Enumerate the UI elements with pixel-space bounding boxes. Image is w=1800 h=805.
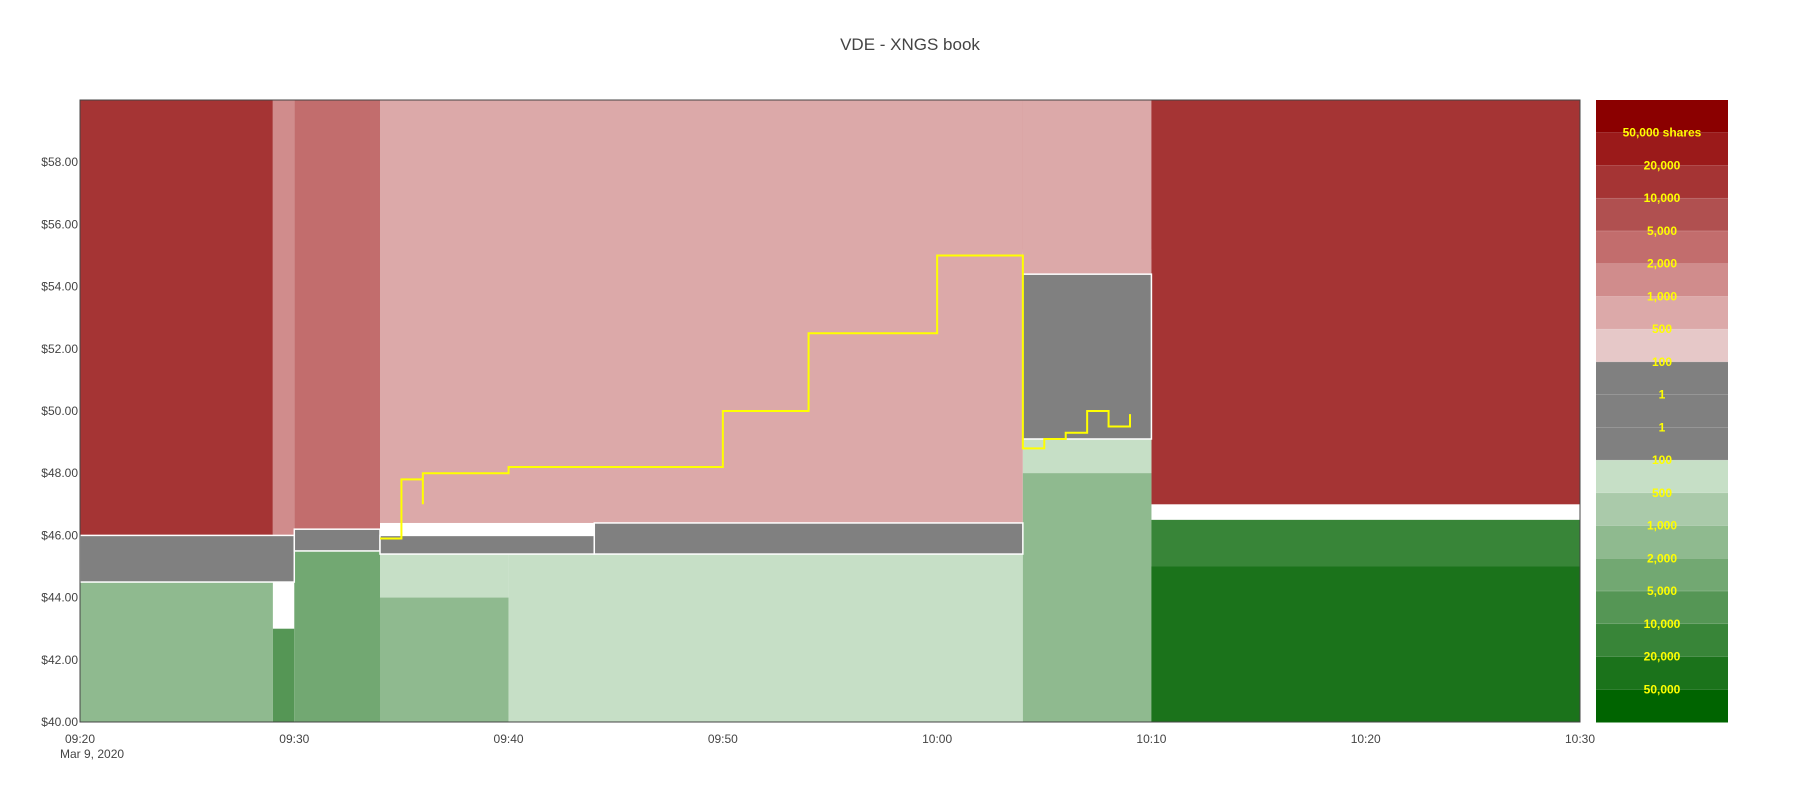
ask-depth-region-8 [1151,100,1580,505]
legend-label: 1,000 [1647,289,1677,303]
legend-swatch [1596,525,1728,559]
legend-label: 50,000 shares [1623,126,1702,140]
axes: $40.00 $42.00 $44.00 $46.00 $48.00 $50.00 $52.… [41,155,1595,746]
legend-swatch [1596,656,1728,690]
legend-swatch [1596,132,1728,166]
y-tick-label: $42.00 [41,653,78,667]
bid-depth-region-5 [380,597,509,722]
bid-depth-region-1 [80,566,273,722]
y-tick-label: $46.00 [41,528,78,542]
legend-swatch [1596,361,1728,396]
plot-area [79,99,1581,723]
chart-title: VDE - XNGS book [840,35,980,54]
legend-label: 1,000 [1647,519,1677,533]
x-tick-label: 10:30 [1565,732,1595,746]
legend-label: 1 [1659,420,1666,434]
spread-region-3 [379,534,596,555]
bid-depth-region-3 [294,550,380,722]
x-axis-date-label: Mar 9, 2020 [60,747,124,761]
legend-swatch [1596,230,1728,265]
legend-swatch [1596,558,1728,592]
x-tick-label: 10:10 [1136,732,1166,746]
x-tick-label: 09:30 [279,732,309,746]
legend-label: 2,000 [1647,257,1677,271]
y-tick-label: $40.00 [41,715,78,729]
y-tick-label: $52.00 [41,342,78,356]
legend-label: 10,000 [1644,617,1681,631]
x-tick-label: 10:00 [922,732,952,746]
legend-swatch [1596,460,1728,494]
legend-swatch [1596,427,1728,461]
legend-label: 5,000 [1647,224,1677,238]
legend-swatch [1596,591,1728,625]
bid-depth-region-6 [508,554,1023,722]
legend-label: 500 [1652,486,1672,500]
spread-region-4 [593,522,1024,555]
legend-label: 100 [1652,355,1672,369]
ask-depth-region-7 [1022,100,1152,275]
legend-swatch [1596,263,1728,297]
legend-swatch [1596,100,1728,134]
legend-swatch [1596,689,1728,723]
legend-swatch [1596,394,1728,428]
legend-label: 1 [1659,388,1666,402]
y-tick-label: $56.00 [41,217,78,231]
x-tick-label: 09:20 [65,732,95,746]
legend-label: 2,000 [1647,551,1677,565]
bid-depth-region-2 [272,628,295,722]
legend-swatch [1596,623,1728,658]
y-tick-label: $50.00 [41,404,78,418]
plot-border [79,99,1581,723]
legend: 50,000 shares 20,000 10,000 5,000 2,000 1,000… [1596,100,1728,723]
y-tick-label: $48.00 [41,466,78,480]
legend-label: 10,000 [1644,191,1681,205]
y-tick-label: $58.00 [41,155,78,169]
legend-swatch [1596,329,1728,363]
bid-depth-region-10 [1151,566,1580,722]
legend-label: 100 [1652,453,1672,467]
spread-region-2 [293,528,381,552]
ask-depth-region-2 [272,100,295,551]
legend-swatch [1596,492,1728,527]
trade-price-line-1 [380,254,1131,540]
legend-label: 5,000 [1647,584,1677,598]
legend-label: 500 [1652,322,1672,336]
spread-region-1 [79,534,296,583]
legend-swatch [1596,165,1728,199]
y-tick-label: $54.00 [41,280,78,294]
x-tick-label: 09:50 [708,732,738,746]
y-tick-label: $44.00 [41,591,78,605]
legend-swatch [1596,198,1728,232]
x-tick-label: 10:20 [1351,732,1381,746]
legend-label: 20,000 [1644,650,1681,664]
ask-depth-region-3 [294,100,380,530]
x-tick-label: 09:40 [494,732,524,746]
legend-swatch [1596,296,1728,330]
bid-depth-region-8 [1022,473,1152,722]
ask-depth-region-1 [80,100,273,536]
legend-label: 20,000 [1644,158,1681,172]
ask-depth-region-5 [380,100,1023,523]
legend-label: 50,000 [1644,682,1681,696]
